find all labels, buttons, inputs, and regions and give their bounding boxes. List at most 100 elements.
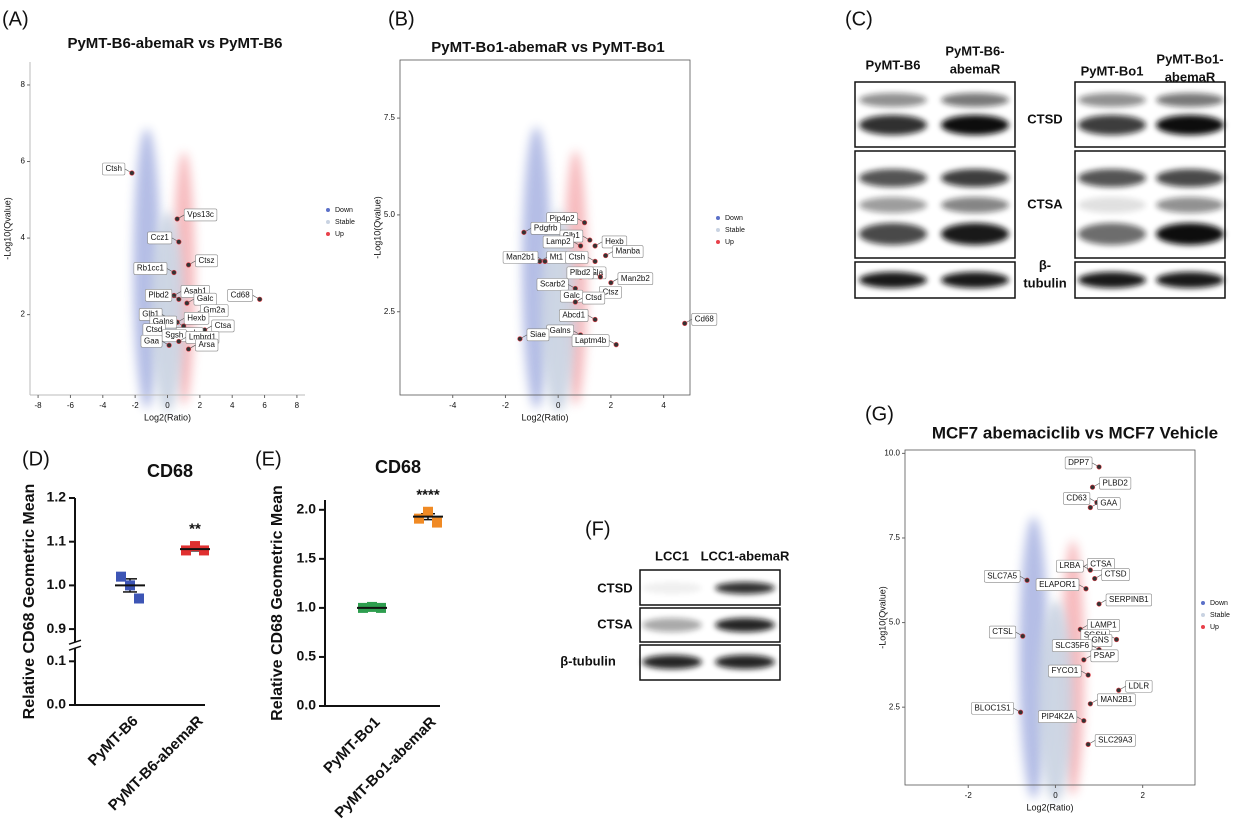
gene-name: Pip4p2 [550, 214, 575, 223]
x-tick-label: 4 [230, 401, 235, 410]
gene-name: Gla [591, 268, 604, 277]
legend-swatch [326, 232, 330, 236]
highlighted-point [682, 320, 688, 326]
x-tick-label: -2 [502, 401, 510, 410]
data-point [423, 506, 433, 517]
gene-label: Scarb2 [536, 278, 569, 291]
gene-label: Galns [546, 324, 574, 338]
blot-band [859, 93, 927, 107]
blot-band [1078, 115, 1146, 135]
gene-name: Arsa [199, 340, 216, 349]
highlighted-point [542, 258, 548, 264]
x-tick-label: 2 [609, 401, 614, 410]
highlighted-point [572, 299, 578, 305]
gene-label: PIP4K2A [1038, 710, 1078, 724]
panel-label: (E) [255, 448, 282, 470]
panel-label: (G) [865, 403, 894, 425]
gene-name: Pdgfrb [534, 223, 558, 232]
gene-name: Ctsa [215, 321, 232, 330]
blot-band [1156, 115, 1224, 135]
gene-name: Siae [530, 330, 547, 339]
highlighted-point [1096, 464, 1102, 470]
gene-name: Lamp2 [546, 237, 571, 246]
panel-label: (F) [585, 518, 611, 540]
gene-label: PLBD2 [1099, 476, 1132, 490]
y-tick-label: 2.5 [384, 307, 396, 316]
gene-name: BLOC1S1 [975, 703, 1012, 712]
panel-label: (B) [388, 8, 415, 30]
highlighted-point [257, 296, 263, 302]
gene-name: Gm2a [203, 306, 225, 315]
gene-name: Mt1 [550, 252, 564, 261]
blot-band [642, 618, 702, 632]
y-tick-label: 4 [21, 233, 26, 242]
gene-label: Lamp2 [542, 235, 574, 249]
x-tick-label: 2 [1140, 791, 1145, 800]
gene-name: Ctsz [199, 256, 215, 265]
y-tick-label: 1.0 [297, 599, 317, 615]
gene-label: GNS [1088, 634, 1113, 647]
highlighted-point [1083, 586, 1089, 592]
panel-label: (D) [22, 448, 50, 470]
highlighted-point [176, 239, 182, 245]
gene-name: Laptm4b [575, 336, 607, 345]
blot-band [642, 655, 702, 669]
y-tick-label: 0.0 [47, 696, 67, 712]
chart-title: PyMT-B6-abemaR vs PyMT-B6 [67, 35, 282, 52]
highlighted-point [1116, 687, 1122, 693]
highlighted-point [1020, 633, 1026, 639]
legend-label: Up [1210, 624, 1219, 631]
gene-name: Vps13c [187, 210, 214, 219]
gene-name: Cd68 [231, 290, 251, 299]
highlighted-point [608, 280, 614, 286]
gene-label: CTSA [1087, 558, 1115, 571]
blot-row: CTSD [1027, 111, 1062, 126]
chart-title: CD68 [147, 461, 193, 481]
blot-band [941, 115, 1009, 135]
gene-name: Manba [616, 247, 641, 256]
gene-label: ELAPOR1 [1035, 578, 1080, 592]
y-tick-label: 5.0 [384, 210, 396, 219]
highlighted-point [1113, 636, 1120, 643]
gene-name: SLC29A3 [1098, 736, 1133, 745]
y-axis-label: -Log10(Qvalue) [372, 196, 382, 259]
gene-name: LRBA [1059, 561, 1081, 570]
y-tick-label: 1.5 [297, 550, 317, 566]
highlighted-point [1087, 567, 1093, 573]
gene-label: Pdgfrb [530, 222, 561, 235]
blot-column: LCC1 [655, 548, 689, 563]
significance: **** [416, 487, 440, 504]
blot-band [715, 582, 775, 594]
gene-name: Gaa [144, 336, 160, 345]
gene-label: Ctsh [565, 251, 589, 264]
gene-name: Glb1 [142, 310, 159, 319]
gene-label: Plbd2 [145, 289, 173, 302]
highlighted-point [184, 300, 190, 306]
gene-label: Ctsh [102, 162, 126, 176]
highlighted-point [176, 338, 182, 345]
blot-column: PyMT-Bo1- [1156, 51, 1223, 66]
legend-label: Down [335, 207, 353, 214]
gene-name: Rb1cc1 [137, 264, 165, 273]
point-cloud [1038, 600, 1073, 802]
gene-label: Ctsd [582, 291, 606, 305]
highlighted-point [592, 316, 598, 323]
highlighted-point [1092, 575, 1098, 582]
legend-label: Stable [725, 227, 745, 234]
gene-name: Hexb [605, 237, 624, 246]
blot-band [1078, 197, 1146, 213]
highlighted-point [577, 243, 584, 249]
highlighted-point [1085, 741, 1091, 747]
y-tick-label: 1.1 [47, 532, 67, 548]
gene-name: Sgsh [165, 331, 183, 340]
blot-band [941, 169, 1009, 187]
highlighted-point [521, 229, 527, 235]
highlighted-point [597, 274, 603, 280]
gene-name: CTSL [992, 627, 1013, 636]
x-tick-label: 8 [295, 401, 300, 410]
blot-band [1078, 223, 1146, 245]
blot-column: LCC1-abemaR [701, 548, 790, 563]
highlighted-point [171, 269, 177, 276]
y-tick-label: 2.0 [297, 501, 317, 517]
gene-label: Mt1 [546, 251, 567, 264]
